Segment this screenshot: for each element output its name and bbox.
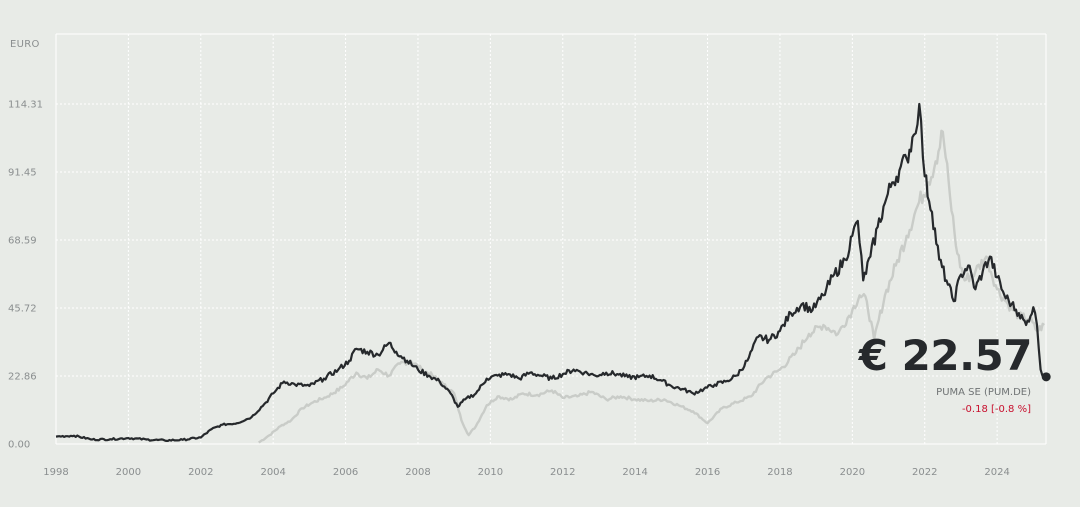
x-tick-label: 2016 xyxy=(695,467,720,478)
y-tick-label: 91.45 xyxy=(8,167,37,178)
grid-lines xyxy=(55,33,1047,445)
y-unit-label: EURO xyxy=(10,39,40,50)
y-tick-label: 0.00 xyxy=(8,440,30,451)
x-tick-label: 2000 xyxy=(116,467,141,478)
y-tick-label: 22.86 xyxy=(8,372,37,383)
benchmark-line xyxy=(258,129,1045,444)
puma-price-line xyxy=(55,102,1045,442)
current-price: € 22.57 xyxy=(858,331,1033,380)
x-tick-label: 2008 xyxy=(405,467,430,478)
x-axis-ticks: 1998 2000 2002 2004 2006 2008 2010 2012 2014 2016… xyxy=(43,467,1010,478)
last-price-marker xyxy=(1041,372,1051,382)
x-tick-label: 2002 xyxy=(188,467,213,478)
y-tick-label: 114.31 xyxy=(8,100,43,111)
x-tick-label: 2006 xyxy=(333,467,358,478)
x-tick-label: 2018 xyxy=(767,467,792,478)
x-tick-label: 2024 xyxy=(984,467,1009,478)
price-change: -0.18 [-0.8 %] xyxy=(961,404,1031,415)
x-tick-label: 2020 xyxy=(840,467,865,478)
x-tick-label: 2022 xyxy=(912,467,937,478)
y-tick-label: 45.72 xyxy=(8,304,37,315)
y-axis-ticks: 0.00 22.86 45.72 68.59 91.45 114.31 xyxy=(8,100,43,451)
instrument-name: PUMA SE (PUM.DE) xyxy=(936,387,1031,398)
x-tick-label: 1998 xyxy=(43,467,68,478)
price-series xyxy=(55,102,1045,444)
x-tick-label: 2012 xyxy=(550,467,575,478)
x-tick-label: 2014 xyxy=(622,467,647,478)
x-tick-label: 2004 xyxy=(260,467,285,478)
x-tick-label: 2010 xyxy=(478,467,503,478)
y-tick-label: 68.59 xyxy=(8,235,37,246)
